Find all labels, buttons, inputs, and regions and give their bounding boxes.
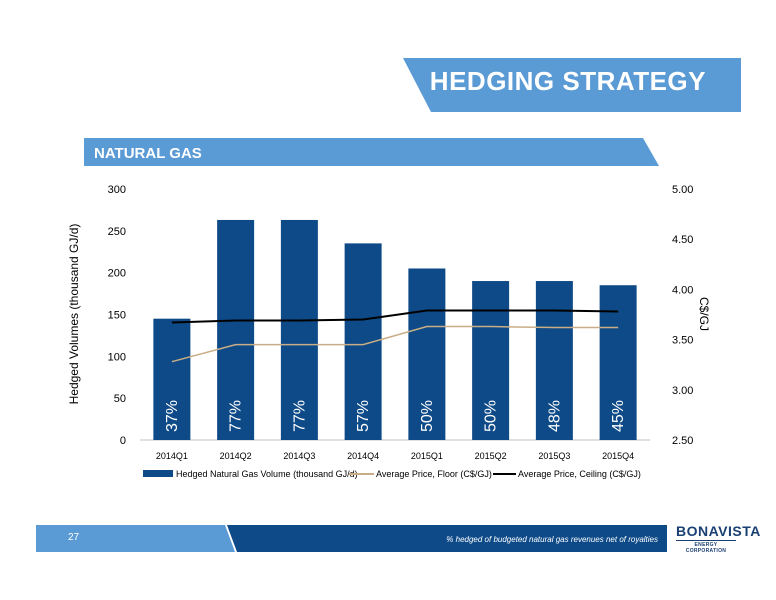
legend-label-floor: Average Price, Floor (C$/GJ) bbox=[376, 469, 492, 479]
page-title: HEDGING STRATEGY bbox=[429, 66, 706, 96]
y-tick-label: 50 bbox=[114, 393, 126, 405]
bar bbox=[472, 281, 510, 440]
bar bbox=[280, 219, 318, 440]
bar-data-label: 50% bbox=[419, 400, 436, 432]
bar-data-label: 50% bbox=[483, 400, 500, 432]
y2-tick-label: 3.50 bbox=[672, 335, 693, 347]
y-tick-label: 150 bbox=[108, 310, 126, 322]
y-axis-title: Hedged Volumes (thousand GJ/d) bbox=[67, 224, 81, 405]
x-tick-label: 2015Q1 bbox=[411, 451, 443, 461]
bar-data-label: 45% bbox=[610, 400, 627, 432]
x-tick-label: 2015Q2 bbox=[475, 451, 507, 461]
company-logo: BONAVISTA ENERGY CORPORATION bbox=[676, 523, 761, 554]
x-tick-label: 2015Q3 bbox=[538, 451, 570, 461]
x-tick-label: 2014Q1 bbox=[156, 451, 188, 461]
footer-bar-dark bbox=[227, 525, 667, 552]
legend-swatch-volume bbox=[143, 470, 173, 477]
x-tick-label: 2014Q4 bbox=[347, 451, 379, 461]
section-title: NATURAL GAS bbox=[94, 145, 202, 162]
page-number: 27 bbox=[68, 532, 80, 543]
y2-tick-label: 4.00 bbox=[672, 284, 693, 296]
footer-note: % hedged of budgeted natural gas revenue… bbox=[446, 535, 658, 544]
y2-tick-label: 4.50 bbox=[672, 234, 693, 246]
bar bbox=[153, 318, 191, 440]
footer-bar-light bbox=[36, 525, 235, 552]
bar-data-label: 48% bbox=[546, 400, 563, 432]
title-banner-shape bbox=[403, 58, 741, 112]
x-tick-label: 2014Q2 bbox=[220, 451, 252, 461]
bar bbox=[217, 219, 255, 440]
bar-data-label: 77% bbox=[291, 400, 308, 432]
floor-price-line bbox=[171, 325, 619, 363]
y-tick-label: 200 bbox=[108, 268, 126, 280]
y2-axis-title: C$/GJ bbox=[697, 297, 711, 331]
x-tick-label: 2015Q4 bbox=[602, 451, 634, 461]
legend-label-ceiling: Average Price, Ceiling (C$/GJ) bbox=[518, 469, 641, 479]
legend-label-volume: Hedged Natural Gas Volume (thousand GJ/d… bbox=[176, 469, 358, 479]
y-tick-label: 250 bbox=[108, 226, 126, 238]
y-tick-label: 300 bbox=[108, 184, 126, 196]
y2-tick-label: 5.00 bbox=[672, 184, 693, 196]
bar-data-label: 57% bbox=[355, 400, 372, 432]
ceiling-price-line bbox=[171, 309, 619, 324]
bar-data-label: 77% bbox=[228, 400, 245, 432]
logo-sub-text: ENERGY CORPORATION bbox=[676, 540, 736, 554]
x-tick-label: 2014Q3 bbox=[283, 451, 315, 461]
y2-tick-label: 3.00 bbox=[672, 385, 693, 397]
bar-data-label: 37% bbox=[164, 400, 181, 432]
bar bbox=[535, 281, 573, 440]
logo-main-text: BONAVISTA bbox=[676, 523, 761, 539]
y-tick-label: 100 bbox=[108, 351, 126, 363]
y-tick-label: 0 bbox=[120, 435, 126, 447]
section-banner-shape bbox=[84, 138, 659, 166]
bar bbox=[408, 268, 446, 440]
y2-tick-label: 2.50 bbox=[672, 435, 693, 447]
